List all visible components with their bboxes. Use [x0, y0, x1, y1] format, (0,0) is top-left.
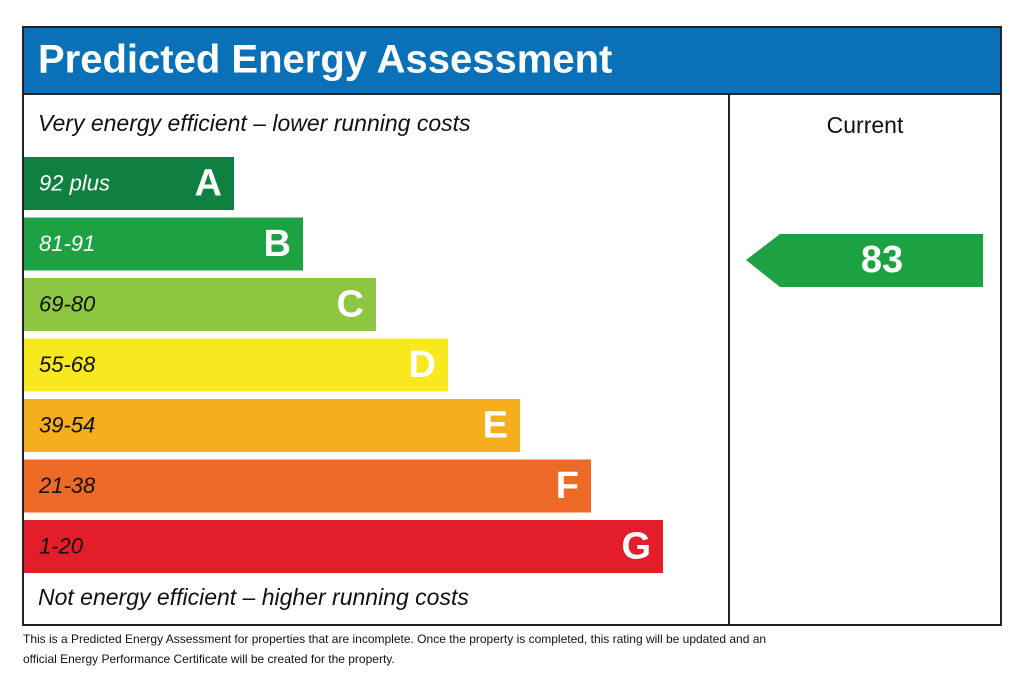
bottom-note: Not energy efficient – higher running co… — [38, 584, 469, 610]
band-range: 69-80 — [39, 291, 96, 316]
band-bar — [24, 459, 591, 513]
band-letter: D — [409, 344, 436, 386]
footer-line: This is a Predicted Energy Assessment fo… — [23, 632, 766, 646]
band-range: 21-38 — [38, 473, 96, 498]
bands: 92 plus A 81-91 B 69-80 C 55-68 D 39-54 E 21-38 F 1-… — [24, 157, 663, 573]
band-letter: G — [621, 526, 651, 568]
band-bar — [24, 278, 376, 331]
band-bar — [24, 338, 448, 392]
band-range: 39-54 — [39, 412, 95, 437]
band-letter: F — [556, 465, 579, 507]
header-title: Predicted Energy Assessment — [38, 38, 612, 82]
current-arrow — [746, 234, 983, 287]
band-letter: C — [337, 284, 364, 326]
header-bar — [24, 28, 1000, 94]
band-bar — [24, 157, 234, 210]
current-rating: 83 — [861, 239, 903, 281]
current-label: Current — [827, 112, 904, 138]
band-range: 92 plus — [39, 170, 110, 195]
footer-line: official Energy Performance Certificate … — [23, 652, 395, 666]
band-letter: E — [483, 405, 508, 447]
band-bar — [24, 520, 663, 573]
band-bar — [24, 217, 303, 271]
top-note: Very energy efficient – lower running co… — [38, 110, 471, 136]
band-range: 1-20 — [39, 533, 84, 558]
band-letter: A — [195, 163, 222, 205]
band-range: 55-68 — [39, 352, 96, 377]
band-bar — [24, 399, 520, 452]
band-letter: B — [264, 223, 291, 265]
band-range: 81-91 — [39, 231, 95, 256]
